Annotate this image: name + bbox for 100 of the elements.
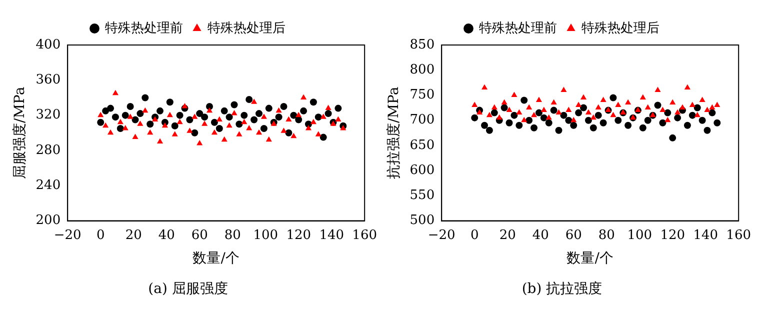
point xyxy=(565,116,572,124)
point xyxy=(610,94,617,102)
point xyxy=(491,104,498,110)
point xyxy=(196,110,204,118)
point xyxy=(664,109,672,116)
point xyxy=(600,119,607,126)
point xyxy=(660,106,666,112)
point xyxy=(714,119,721,126)
point xyxy=(501,99,508,105)
point xyxy=(654,86,661,92)
legend-label: 特殊热处理后 xyxy=(582,20,660,36)
y-tick-label: 650 xyxy=(410,138,435,153)
point xyxy=(516,109,522,115)
point xyxy=(296,112,302,118)
x-tick-label: 20 xyxy=(125,228,142,243)
x-axis-title: 数量/个 xyxy=(566,250,614,266)
y-tick-label: 550 xyxy=(410,188,435,204)
point xyxy=(506,106,512,112)
point xyxy=(694,104,701,112)
point xyxy=(221,136,228,142)
point xyxy=(250,116,258,124)
y-tick-label: 360 xyxy=(36,72,61,88)
point xyxy=(260,125,268,132)
point xyxy=(594,112,602,119)
point xyxy=(256,110,262,118)
point xyxy=(146,120,154,128)
point xyxy=(624,122,632,129)
point xyxy=(186,128,193,133)
point xyxy=(98,112,104,118)
x-tick-label: 60 xyxy=(191,228,208,243)
point xyxy=(560,112,568,119)
text: (b) 抗拉强度 xyxy=(522,281,602,298)
x-tick-label: 20 xyxy=(499,228,516,243)
x-tick-label: 60 xyxy=(565,228,582,243)
point xyxy=(305,125,312,130)
point xyxy=(226,122,232,128)
point xyxy=(240,112,248,119)
x-tick-label: −20 xyxy=(428,228,456,243)
point xyxy=(664,116,671,122)
x-tick-label: 120 xyxy=(660,228,686,243)
x-tick-label: 40 xyxy=(532,228,549,243)
point xyxy=(704,106,710,112)
x-tick-label: 0 xyxy=(96,228,105,243)
point xyxy=(162,122,168,128)
point xyxy=(122,112,129,119)
point xyxy=(206,103,214,110)
point xyxy=(526,104,532,110)
point xyxy=(471,114,478,122)
point xyxy=(300,94,307,100)
point xyxy=(226,114,233,121)
point xyxy=(679,104,686,110)
point xyxy=(334,104,342,112)
point xyxy=(335,116,342,122)
point xyxy=(156,138,164,144)
point xyxy=(147,129,154,135)
point xyxy=(126,103,134,110)
y-tick-label: 600 xyxy=(410,162,435,178)
point xyxy=(659,119,666,126)
point xyxy=(540,106,547,112)
point xyxy=(490,109,498,116)
point xyxy=(122,125,128,130)
y-tick-label: 750 xyxy=(410,88,435,103)
y-axis-title: 抗拉强度/MPa xyxy=(386,86,402,179)
point xyxy=(615,102,622,108)
point xyxy=(132,116,139,124)
point xyxy=(310,118,316,124)
point xyxy=(481,122,488,129)
point xyxy=(640,94,646,100)
point xyxy=(566,106,572,112)
point xyxy=(216,116,222,122)
point xyxy=(644,116,652,124)
point xyxy=(496,114,502,120)
point xyxy=(142,94,149,102)
point xyxy=(536,96,542,102)
point xyxy=(556,109,562,115)
point xyxy=(241,118,248,124)
point xyxy=(176,118,183,124)
point xyxy=(265,104,272,112)
point xyxy=(530,124,538,132)
point xyxy=(580,94,587,100)
x-tick-label: −20 xyxy=(54,228,82,243)
point xyxy=(520,96,528,104)
point xyxy=(196,140,203,146)
point xyxy=(698,116,706,124)
point xyxy=(176,112,184,119)
x-tick-label: 80 xyxy=(224,228,241,243)
point xyxy=(320,114,326,119)
point xyxy=(694,112,700,118)
point xyxy=(476,109,483,115)
point xyxy=(560,86,567,92)
point xyxy=(521,116,528,122)
x-tick-label: 140 xyxy=(693,228,718,243)
point xyxy=(585,109,592,115)
point xyxy=(320,134,327,141)
point xyxy=(220,107,228,114)
y-axis-title: 屈服强度/MPa xyxy=(12,86,28,179)
point xyxy=(117,118,124,124)
point xyxy=(172,131,178,136)
point xyxy=(97,118,104,126)
point xyxy=(260,114,267,119)
